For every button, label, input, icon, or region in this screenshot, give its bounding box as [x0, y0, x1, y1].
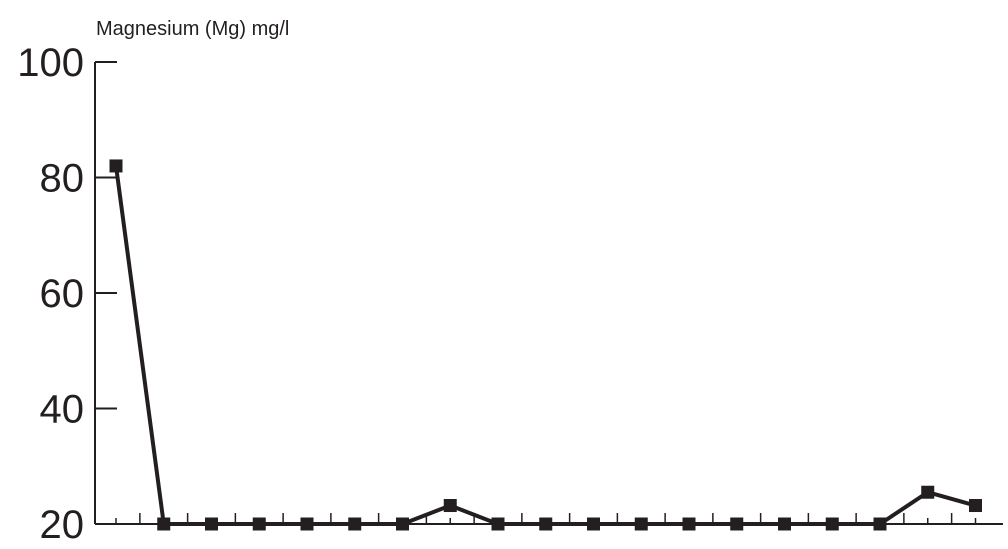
data-point-marker — [491, 517, 505, 531]
data-point-marker — [587, 517, 600, 531]
series-layer — [109, 159, 982, 531]
data-point-marker — [873, 517, 887, 531]
y-tick-label: 100 — [17, 41, 84, 85]
y-tick-label: 80 — [40, 157, 85, 201]
data-point-marker — [300, 517, 314, 531]
data-point-marker — [825, 517, 839, 531]
y-tick-label: 60 — [40, 272, 85, 316]
data-point-marker — [634, 517, 648, 531]
y-axis-title: Magnesium (Mg) mg/l — [96, 18, 289, 40]
data-point-marker — [921, 485, 935, 499]
data-point-marker — [109, 159, 123, 173]
data-point-marker — [252, 517, 266, 531]
data-point-marker — [682, 517, 696, 531]
data-point-marker — [348, 517, 362, 531]
data-point-marker — [396, 517, 409, 531]
data-point-marker — [730, 517, 744, 531]
y-tick-label: 40 — [40, 388, 85, 432]
data-point-marker — [778, 517, 791, 531]
series-line — [114, 165, 977, 526]
data-point-marker — [205, 517, 218, 531]
y-axis: 20 40 60 80 100 — [17, 41, 117, 547]
data-point-marker — [157, 517, 171, 531]
data-point-marker — [443, 499, 457, 513]
data-point-marker — [969, 499, 982, 513]
y-tick-label: 20 — [40, 503, 85, 547]
data-point-marker — [539, 517, 553, 531]
